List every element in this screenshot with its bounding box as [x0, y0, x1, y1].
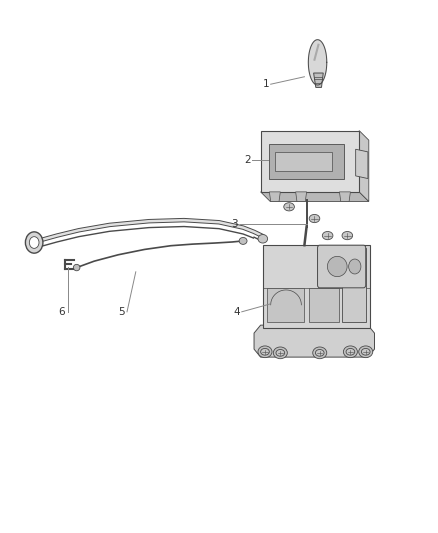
Ellipse shape	[261, 349, 269, 355]
FancyBboxPatch shape	[263, 245, 370, 328]
Ellipse shape	[309, 214, 320, 223]
FancyBboxPatch shape	[269, 144, 344, 179]
Polygon shape	[356, 149, 368, 179]
Polygon shape	[339, 192, 350, 201]
FancyBboxPatch shape	[275, 152, 332, 171]
Text: 1: 1	[263, 79, 269, 89]
Ellipse shape	[273, 347, 287, 359]
Text: 2: 2	[244, 155, 251, 165]
FancyBboxPatch shape	[267, 288, 304, 322]
Text: 6: 6	[58, 307, 65, 317]
FancyBboxPatch shape	[342, 248, 366, 322]
Ellipse shape	[361, 349, 370, 355]
Ellipse shape	[359, 346, 373, 358]
Ellipse shape	[239, 238, 247, 244]
Ellipse shape	[315, 350, 324, 356]
Ellipse shape	[258, 346, 272, 358]
Ellipse shape	[313, 347, 327, 359]
Ellipse shape	[346, 349, 355, 355]
Polygon shape	[296, 192, 307, 201]
Polygon shape	[269, 192, 280, 201]
Polygon shape	[261, 192, 369, 201]
Ellipse shape	[73, 264, 80, 271]
Ellipse shape	[276, 350, 285, 356]
Ellipse shape	[284, 203, 294, 211]
FancyBboxPatch shape	[309, 288, 339, 322]
Polygon shape	[254, 325, 374, 357]
Polygon shape	[308, 40, 327, 85]
Ellipse shape	[258, 235, 268, 243]
Ellipse shape	[25, 232, 43, 253]
Text: 5: 5	[118, 307, 125, 317]
Polygon shape	[314, 73, 323, 87]
Text: 3: 3	[231, 219, 238, 229]
Ellipse shape	[322, 231, 333, 240]
Text: 4: 4	[233, 307, 240, 317]
Ellipse shape	[327, 256, 347, 277]
Ellipse shape	[349, 259, 361, 274]
Polygon shape	[359, 131, 369, 201]
Ellipse shape	[342, 231, 353, 240]
FancyBboxPatch shape	[318, 245, 366, 288]
Ellipse shape	[343, 346, 357, 358]
FancyBboxPatch shape	[261, 131, 359, 192]
Ellipse shape	[29, 237, 39, 248]
